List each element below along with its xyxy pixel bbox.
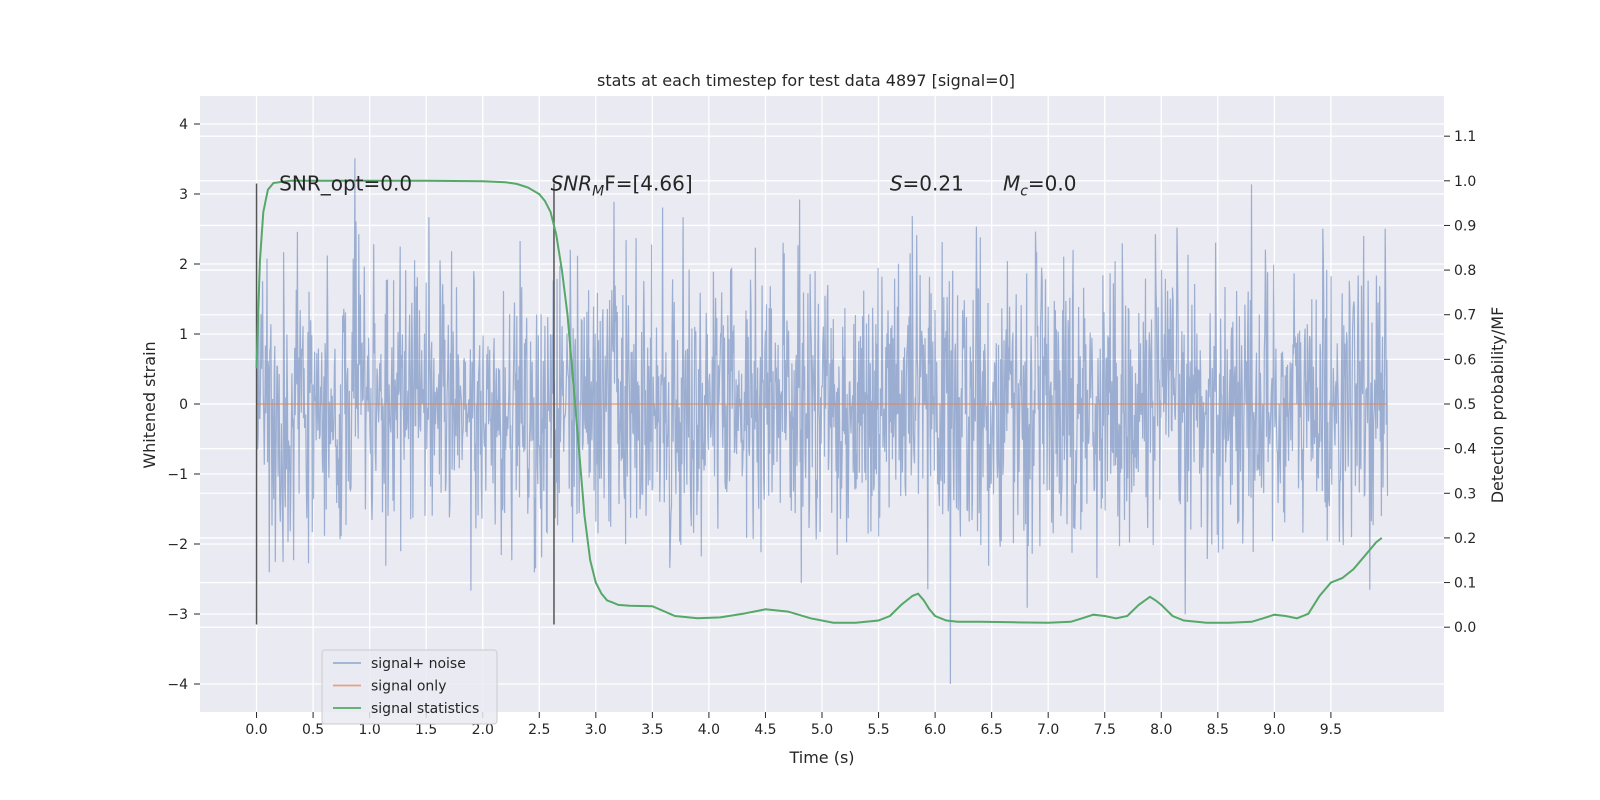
x-tick-label: 5.5 bbox=[867, 722, 889, 738]
x-tick-label: 6.5 bbox=[981, 722, 1003, 738]
y-axis-ticks: 4 3 2 1 0 −1 −2 −3 −4 bbox=[167, 117, 200, 693]
y2-tick-label: 0.3 bbox=[1454, 486, 1476, 502]
y2-tick-label: 0.1 bbox=[1454, 576, 1476, 592]
chart-title: stats at each timestep for test data 489… bbox=[597, 71, 1015, 90]
annotations: SNR_opt=0.0 SNRMF=[4.66] S=0.21 Mc=0.0 bbox=[279, 172, 1076, 200]
y-tick-label: 1 bbox=[179, 327, 188, 343]
y-axis-label: Whitened strain bbox=[140, 341, 159, 468]
y2-tick-label: 1.1 bbox=[1454, 129, 1476, 145]
noise-trace bbox=[255, 158, 1389, 685]
legend-box bbox=[321, 649, 498, 725]
legend-label: signal statistics bbox=[371, 701, 479, 717]
annotation-text: Mc=0.0 bbox=[1003, 172, 1077, 200]
x-tick-label: 5.0 bbox=[811, 722, 833, 738]
x-tick-label: 2.0 bbox=[472, 722, 494, 738]
y-tick-label: 2 bbox=[179, 257, 188, 273]
y2-tick-label: 0.5 bbox=[1454, 397, 1476, 413]
y2-tick-label: 0.6 bbox=[1454, 352, 1476, 368]
x-tick-label: 1.5 bbox=[415, 722, 437, 738]
legend-label: signal only bbox=[371, 679, 446, 695]
x-tick-label: 1.0 bbox=[359, 722, 381, 738]
y2-tick-label: 0.4 bbox=[1454, 442, 1476, 458]
x-tick-label: 7.0 bbox=[1037, 722, 1059, 738]
y2-axis-ticks: 1.1 1.0 0.9 0.8 0.7 0.6 0.5 0.4 0.3 0.2 0.1 0.0 bbox=[1444, 129, 1476, 636]
y-tick-label: −2 bbox=[167, 537, 188, 553]
x-tick-label: 8.0 bbox=[1150, 722, 1172, 738]
y-tick-label: 4 bbox=[179, 117, 188, 133]
y2-tick-label: 0.9 bbox=[1454, 218, 1476, 234]
x-tick-label: 9.5 bbox=[1320, 722, 1342, 738]
statistics-line bbox=[255, 179, 1383, 624]
x-axis-label: Time (s) bbox=[788, 748, 854, 767]
x-tick-label: 4.5 bbox=[754, 722, 776, 738]
x-tick-label: 9.0 bbox=[1263, 722, 1285, 738]
legend: signal+ noise signal only signal statistic… bbox=[321, 649, 498, 725]
x-axis-ticks: 0.0 0.5 1.0 1.5 2.0 2.5 3.0 3.5 4.0 4.5 5.0 5.5 6.0 6… bbox=[245, 712, 1342, 738]
x-tick-label: 0.0 bbox=[245, 722, 267, 738]
y-tick-label: 0 bbox=[179, 397, 188, 413]
annotation-text: SNR_opt=0.0 bbox=[279, 172, 412, 196]
y2-axis-label: Detection probability/MF bbox=[1488, 307, 1507, 504]
y-tick-label: −4 bbox=[167, 677, 188, 693]
x-tick-label: 3.5 bbox=[641, 722, 663, 738]
y-tick-label: −3 bbox=[167, 607, 188, 623]
y2-tick-label: 0.2 bbox=[1454, 531, 1476, 547]
series-signal-statistics bbox=[255, 179, 1383, 624]
x-tick-label: 0.5 bbox=[302, 722, 324, 738]
series-signal-plus-noise bbox=[255, 158, 1389, 685]
y2-tick-label: 0.0 bbox=[1454, 620, 1476, 636]
annotation-text: SNRMF=[4.66] bbox=[551, 172, 693, 200]
annotation-text: S=0.21 bbox=[890, 172, 964, 196]
y-tick-label: −1 bbox=[167, 467, 188, 483]
y2-tick-label: 0.8 bbox=[1454, 263, 1476, 279]
x-tick-label: 7.5 bbox=[1094, 722, 1116, 738]
y2-tick-label: 0.7 bbox=[1454, 308, 1476, 324]
x-tick-label: 2.5 bbox=[528, 722, 550, 738]
x-tick-label: 3.0 bbox=[585, 722, 607, 738]
y2-tick-label: 1.0 bbox=[1454, 174, 1476, 190]
legend-label: signal+ noise bbox=[371, 656, 466, 672]
y-tick-label: 3 bbox=[179, 187, 188, 203]
x-tick-label: 6.0 bbox=[924, 722, 946, 738]
x-tick-label: 8.5 bbox=[1207, 722, 1229, 738]
x-tick-label: 4.0 bbox=[698, 722, 720, 738]
vertical-markers bbox=[255, 183, 555, 625]
